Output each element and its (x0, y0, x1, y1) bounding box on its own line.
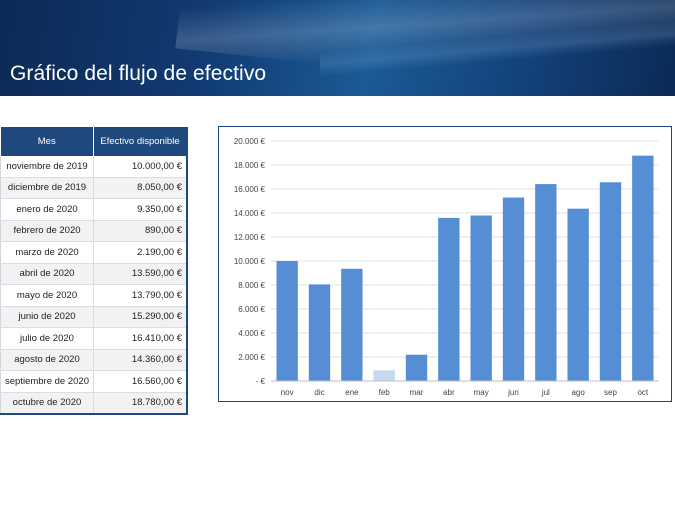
cell-month[interactable]: julio de 2020 (0, 327, 94, 350)
cell-cash[interactable]: 16.560,00 € (93, 370, 188, 393)
cell-cash[interactable]: 15.290,00 € (93, 306, 188, 328)
table-row: septiembre de 2020 16.560,00 € (0, 370, 188, 393)
x-tick-label: jul (541, 388, 550, 397)
cell-cash[interactable]: 890,00 € (93, 220, 188, 242)
table-row: agosto de 2020 14.360,00 € (0, 349, 188, 371)
table-row: diciembre de 2019 8.050,00 € (0, 177, 188, 199)
cell-month[interactable]: enero de 2020 (0, 198, 94, 221)
bar-sep[interactable] (599, 182, 622, 381)
cell-month[interactable]: junio de 2020 (0, 306, 94, 328)
table-row: junio de 2020 15.290,00 € (0, 306, 188, 328)
y-tick-label: 4.000 € (238, 329, 265, 338)
cell-cash[interactable]: 8.050,00 € (93, 177, 188, 199)
cell-cash[interactable]: 9.350,00 € (93, 198, 188, 221)
x-tick-label: ene (345, 388, 359, 397)
cell-cash[interactable]: 10.000,00 € (93, 156, 188, 178)
y-tick-label: 14.000 € (234, 209, 266, 218)
page-title: Gráfico del flujo de efectivo (10, 62, 267, 85)
cell-cash[interactable]: 13.790,00 € (93, 284, 188, 307)
y-tick-label: 20.000 € (234, 137, 266, 146)
x-tick-label: mar (410, 388, 424, 397)
x-tick-label: sep (604, 388, 617, 397)
column-header-cash[interactable]: Efectivo disponible (93, 127, 188, 156)
cell-month[interactable]: diciembre de 2019 (0, 177, 94, 199)
cell-cash[interactable]: 18.780,00 € (93, 392, 188, 415)
table-row: noviembre de 2019 10.000,00 € (0, 156, 188, 178)
cell-cash[interactable]: 13.590,00 € (93, 263, 188, 285)
bar-dic[interactable] (308, 284, 331, 381)
cell-month[interactable]: septiembre de 2020 (0, 370, 94, 393)
bar-mar[interactable] (405, 354, 428, 381)
cell-month[interactable]: mayo de 2020 (0, 284, 94, 307)
y-tick-label: 12.000 € (234, 233, 266, 242)
bar-ene[interactable] (341, 268, 363, 381)
y-tick-label: 10.000 € (234, 257, 266, 266)
cell-cash[interactable]: 2.190,00 € (93, 241, 188, 264)
table-row: marzo de 2020 2.190,00 € (0, 241, 188, 264)
cell-month[interactable]: abril de 2020 (0, 263, 94, 285)
x-tick-label: oct (637, 388, 648, 397)
y-tick-label: 18.000 € (234, 161, 266, 170)
table-row: julio de 2020 16.410,00 € (0, 327, 188, 350)
bar-jun[interactable] (502, 197, 525, 381)
table-row: febrero de 2020 890,00 € (0, 220, 188, 242)
header-banner: Gráfico del flujo de efectivo (0, 0, 675, 96)
x-tick-label: ago (571, 388, 585, 397)
y-tick-label: 6.000 € (238, 305, 265, 314)
table-row: enero de 2020 9.350,00 € (0, 198, 188, 221)
cell-month[interactable]: octubre de 2020 (0, 392, 94, 415)
cell-month[interactable]: agosto de 2020 (0, 349, 94, 371)
table-row: octubre de 2020 18.780,00 € (0, 392, 188, 415)
y-tick-label: - € (256, 377, 266, 386)
cell-month[interactable]: febrero de 2020 (0, 220, 94, 242)
bar-nov[interactable] (276, 261, 298, 381)
cell-cash[interactable]: 16.410,00 € (93, 327, 188, 350)
x-tick-label: feb (379, 388, 391, 397)
cell-month[interactable]: noviembre de 2019 (0, 156, 94, 178)
y-tick-label: 16.000 € (234, 185, 266, 194)
cash-flow-chart[interactable]: - € 2.000 € 4.000 € 6.000 € 8.000 € 10.000 € 1… (218, 126, 672, 402)
bar-oct[interactable] (632, 155, 654, 381)
x-tick-label: may (474, 388, 489, 397)
x-tick-label: jun (507, 388, 519, 397)
cash-table: Mes Efectivo disponible noviembre de 201… (0, 127, 188, 415)
y-tick-label: 2.000 € (238, 353, 265, 362)
x-tick-label: nov (281, 388, 294, 397)
x-tick-label: abr (443, 388, 455, 397)
column-header-month[interactable]: Mes (0, 127, 94, 156)
banner-light-streak-2 (320, 10, 675, 80)
table-row: abril de 2020 13.590,00 € (0, 263, 188, 285)
cell-cash[interactable]: 14.360,00 € (93, 349, 188, 371)
bar-ago[interactable] (567, 208, 589, 381)
bar-jul[interactable] (535, 184, 557, 381)
y-tick-label: 8.000 € (238, 281, 265, 290)
bar-feb[interactable] (373, 370, 395, 381)
table-row: mayo de 2020 13.790,00 € (0, 284, 188, 307)
bar-abr[interactable] (438, 217, 460, 381)
cell-month[interactable]: marzo de 2020 (0, 241, 94, 264)
chart-svg: - € 2.000 € 4.000 € 6.000 € 8.000 € 10.000 € 1… (234, 137, 659, 397)
x-tick-label: dic (314, 388, 324, 397)
bar-may[interactable] (470, 215, 492, 381)
